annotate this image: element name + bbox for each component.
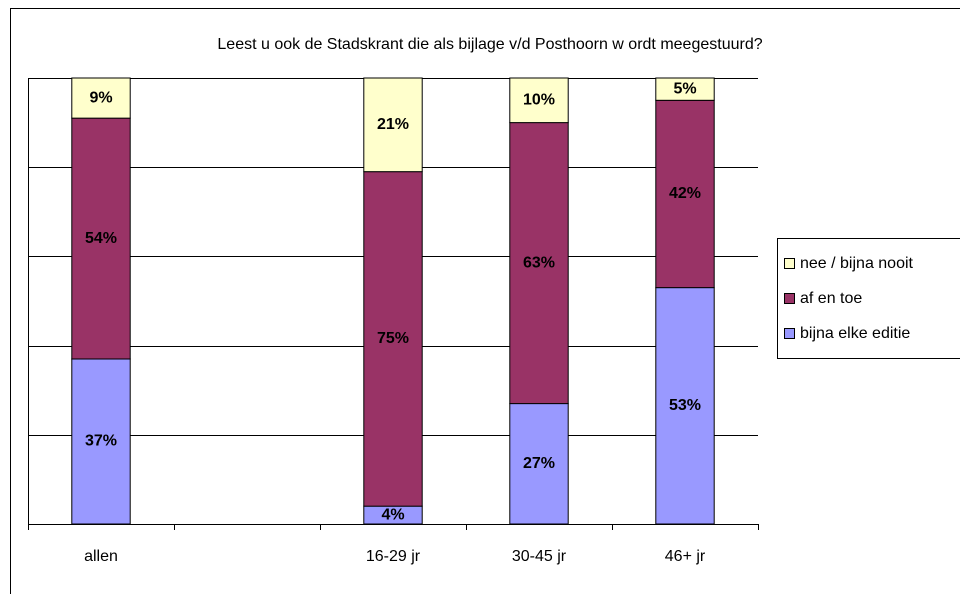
value-label: 53% (669, 397, 701, 414)
bar-segment (363, 171, 423, 507)
bar-segment (655, 77, 715, 101)
value-label: 27% (523, 455, 555, 472)
bar-segment (655, 287, 715, 525)
legend-swatch (784, 328, 795, 339)
legend-box (777, 238, 960, 359)
legend-label: bijna elke editie (800, 325, 910, 342)
value-label: 9% (89, 89, 112, 106)
value-label: 4% (381, 506, 404, 523)
bar-segment (509, 122, 569, 405)
x-tick-label: 46+ jr (665, 548, 706, 565)
x-tick-label: allen (84, 548, 118, 565)
value-label: 75% (377, 330, 409, 347)
value-label: 63% (523, 254, 555, 271)
bar-segment (509, 403, 569, 525)
legend-swatch (784, 258, 795, 269)
bar-segment (363, 77, 423, 173)
bar-segment (71, 77, 131, 119)
value-label: 37% (85, 433, 117, 450)
value-label: 10% (523, 92, 555, 109)
legend-label: af en toe (800, 290, 862, 307)
value-label: 21% (377, 116, 409, 133)
bar-segment (655, 99, 715, 289)
x-tick-label: 30-45 jr (512, 548, 567, 565)
legend-swatch (784, 293, 795, 304)
legend-label: nee / bijna nooit (800, 255, 914, 272)
value-label: 5% (673, 80, 696, 97)
x-tick-label: 16-29 jr (366, 548, 421, 565)
value-label: 54% (85, 230, 117, 247)
chart-title: Leest u ook de Stadskrant die als bijlag… (217, 36, 762, 53)
value-label: 42% (669, 185, 701, 202)
bar-segment (509, 77, 569, 124)
